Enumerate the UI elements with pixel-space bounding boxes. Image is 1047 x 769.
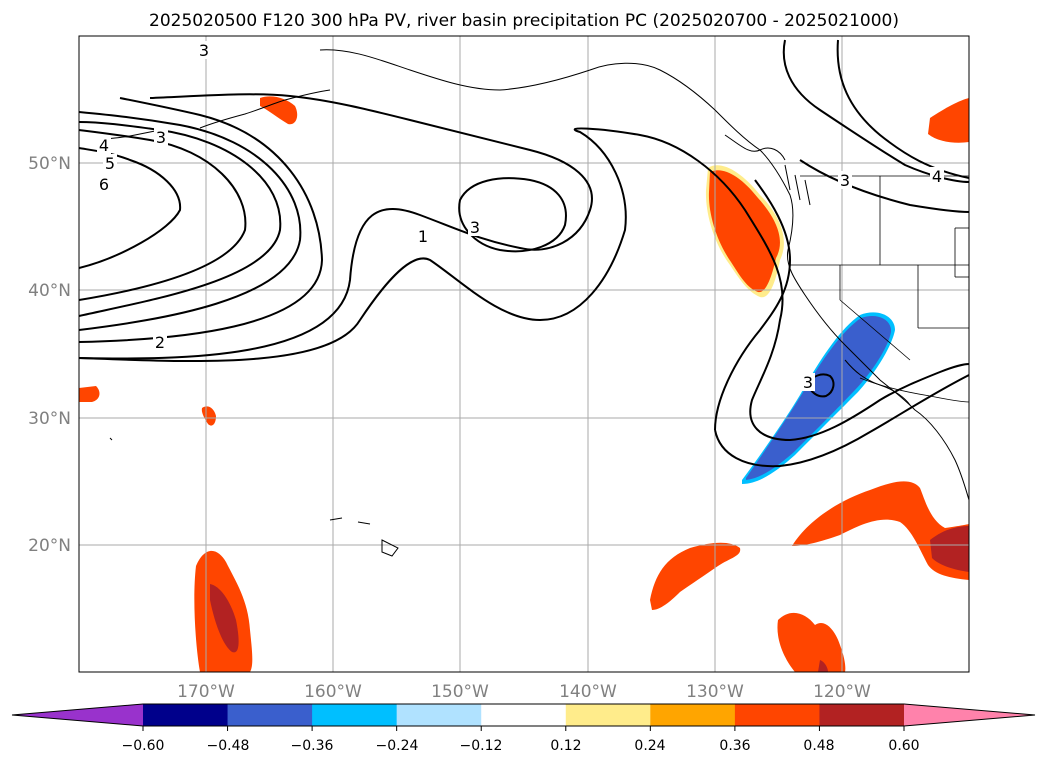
precip-fill-central xyxy=(650,542,741,610)
contour-label: 1 xyxy=(418,227,428,246)
contour-label: 4 xyxy=(932,167,942,186)
colorbar-tick-label: −0.48 xyxy=(207,738,250,754)
contour-label: 3 xyxy=(840,171,850,190)
colorbar-extend-high xyxy=(904,704,1035,726)
colorbar-tick-label: 0.24 xyxy=(634,738,665,754)
colorbar-segment xyxy=(227,704,313,726)
lat-label: 30°N xyxy=(28,409,71,429)
colorbar-segment xyxy=(312,704,398,726)
lat-label: 20°N xyxy=(28,536,71,556)
contour-label: 6 xyxy=(99,175,109,194)
colorbar-segment xyxy=(396,704,482,726)
contour-label: 3 xyxy=(803,373,813,392)
contour-label: 4 xyxy=(99,136,109,155)
lon-label: 160°W xyxy=(304,682,362,702)
colorbar-segment xyxy=(143,704,229,726)
colorbar-segment xyxy=(481,704,567,726)
colorbar-tick-label: −0.60 xyxy=(122,738,165,754)
pv-contours xyxy=(79,39,969,468)
colorbar-tick-label: 0.36 xyxy=(719,738,750,754)
map-frame xyxy=(78,35,970,673)
lon-label: 130°W xyxy=(686,682,744,702)
colorbar-extend-low xyxy=(12,704,143,726)
colorbar xyxy=(11,703,1036,731)
precip-fill-south-central xyxy=(777,612,846,672)
contour-label: 3 xyxy=(470,218,480,237)
precip-fill-canada xyxy=(928,98,969,143)
precip-fill-west-edge xyxy=(79,386,100,402)
borders xyxy=(790,175,969,403)
lat-labels: 50°N 40°N 30°N 20°N xyxy=(28,154,71,556)
precip-fill-alaska xyxy=(260,96,298,125)
colorbar-segment xyxy=(565,704,651,726)
precip-fill-subtropical-south xyxy=(194,550,253,672)
colorbar-tick-label: 0.12 xyxy=(550,738,581,754)
map-panel: 3 4 5 6 3 2 1 3 3 4 3 xyxy=(79,36,969,672)
colorbar-segment xyxy=(734,704,820,726)
precip-fill-southeast xyxy=(792,481,969,580)
colorbar-tick-label: 0.48 xyxy=(803,738,834,754)
colorbar-segment xyxy=(819,704,905,726)
contour-label: 2 xyxy=(155,333,165,352)
figure-title: 2025020500 F120 300 hPa PV, river basin … xyxy=(149,11,899,31)
lon-label: 150°W xyxy=(431,682,489,702)
contour-labels: 3 4 5 6 3 2 1 3 3 4 3 xyxy=(97,41,944,392)
lat-label: 40°N xyxy=(28,281,71,301)
lon-labels: 170°W 160°W 150°W 140°W 130°W 120°W xyxy=(177,682,871,702)
colorbar-tick-label: 0.60 xyxy=(888,738,919,754)
contour-label: 3 xyxy=(199,41,209,60)
contour-label: 3 xyxy=(156,128,166,147)
colorbar-tick-label: −0.36 xyxy=(291,738,334,754)
lon-label: 170°W xyxy=(177,682,235,702)
colorbar-ticks: −0.60 −0.48 −0.36 −0.24 −0.12 0.12 0.24 … xyxy=(122,738,920,754)
precip-fill-pacific-nw xyxy=(705,165,784,298)
lon-label: 140°W xyxy=(559,682,617,702)
contour-label: 5 xyxy=(105,154,115,173)
colorbar-segment xyxy=(650,704,736,726)
precip-fill-small-30n xyxy=(201,406,216,426)
colorbar-tick-label: −0.24 xyxy=(376,738,419,754)
lat-label: 50°N xyxy=(28,154,71,174)
lon-label: 120°W xyxy=(813,682,871,702)
colorbar-tick-label: −0.12 xyxy=(460,738,503,754)
